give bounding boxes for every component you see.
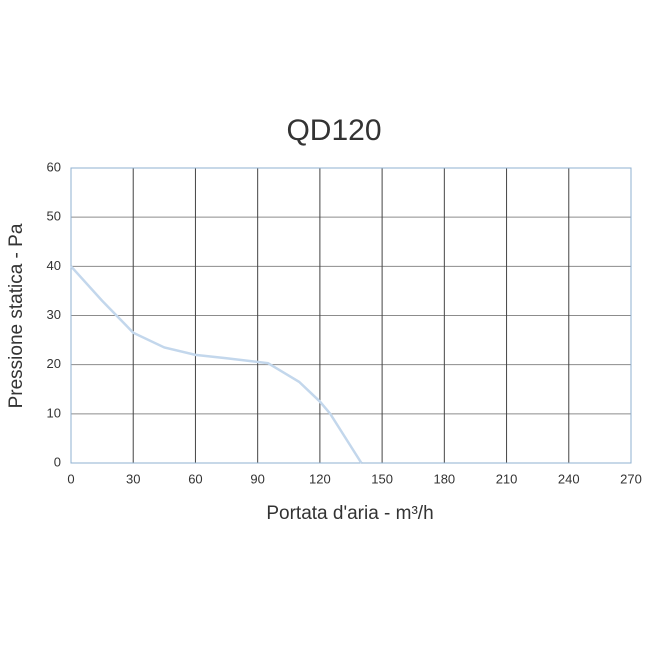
x-tick-label: 90 — [250, 471, 264, 486]
data-line — [70, 265, 363, 464]
y-tick-label: 10 — [47, 405, 61, 420]
x-tick-label: 0 — [67, 471, 74, 486]
x-tick-label: 150 — [371, 471, 393, 486]
x-tick-label: 180 — [433, 471, 455, 486]
x-tick-label: 240 — [558, 471, 580, 486]
x-tick-label: 270 — [620, 471, 642, 486]
y-tick-label: 60 — [47, 159, 61, 174]
x-axis-label: Portata d'aria - m³/h — [266, 503, 433, 524]
y-tick-label: 20 — [47, 356, 61, 371]
y-tick-label: 40 — [47, 258, 61, 273]
y-axis-label: Pressione statica - Pa — [6, 223, 27, 408]
y-tick-label: 30 — [47, 307, 61, 322]
chart-title: QD120 — [286, 114, 381, 147]
x-tick-label: 60 — [188, 471, 202, 486]
x-tick-label: 30 — [126, 471, 140, 486]
y-tick-label: 0 — [54, 454, 61, 469]
x-tick-label: 120 — [309, 471, 331, 486]
x-tick-label: 210 — [496, 471, 518, 486]
plot-border — [70, 167, 632, 464]
y-tick-label: 50 — [47, 209, 61, 224]
